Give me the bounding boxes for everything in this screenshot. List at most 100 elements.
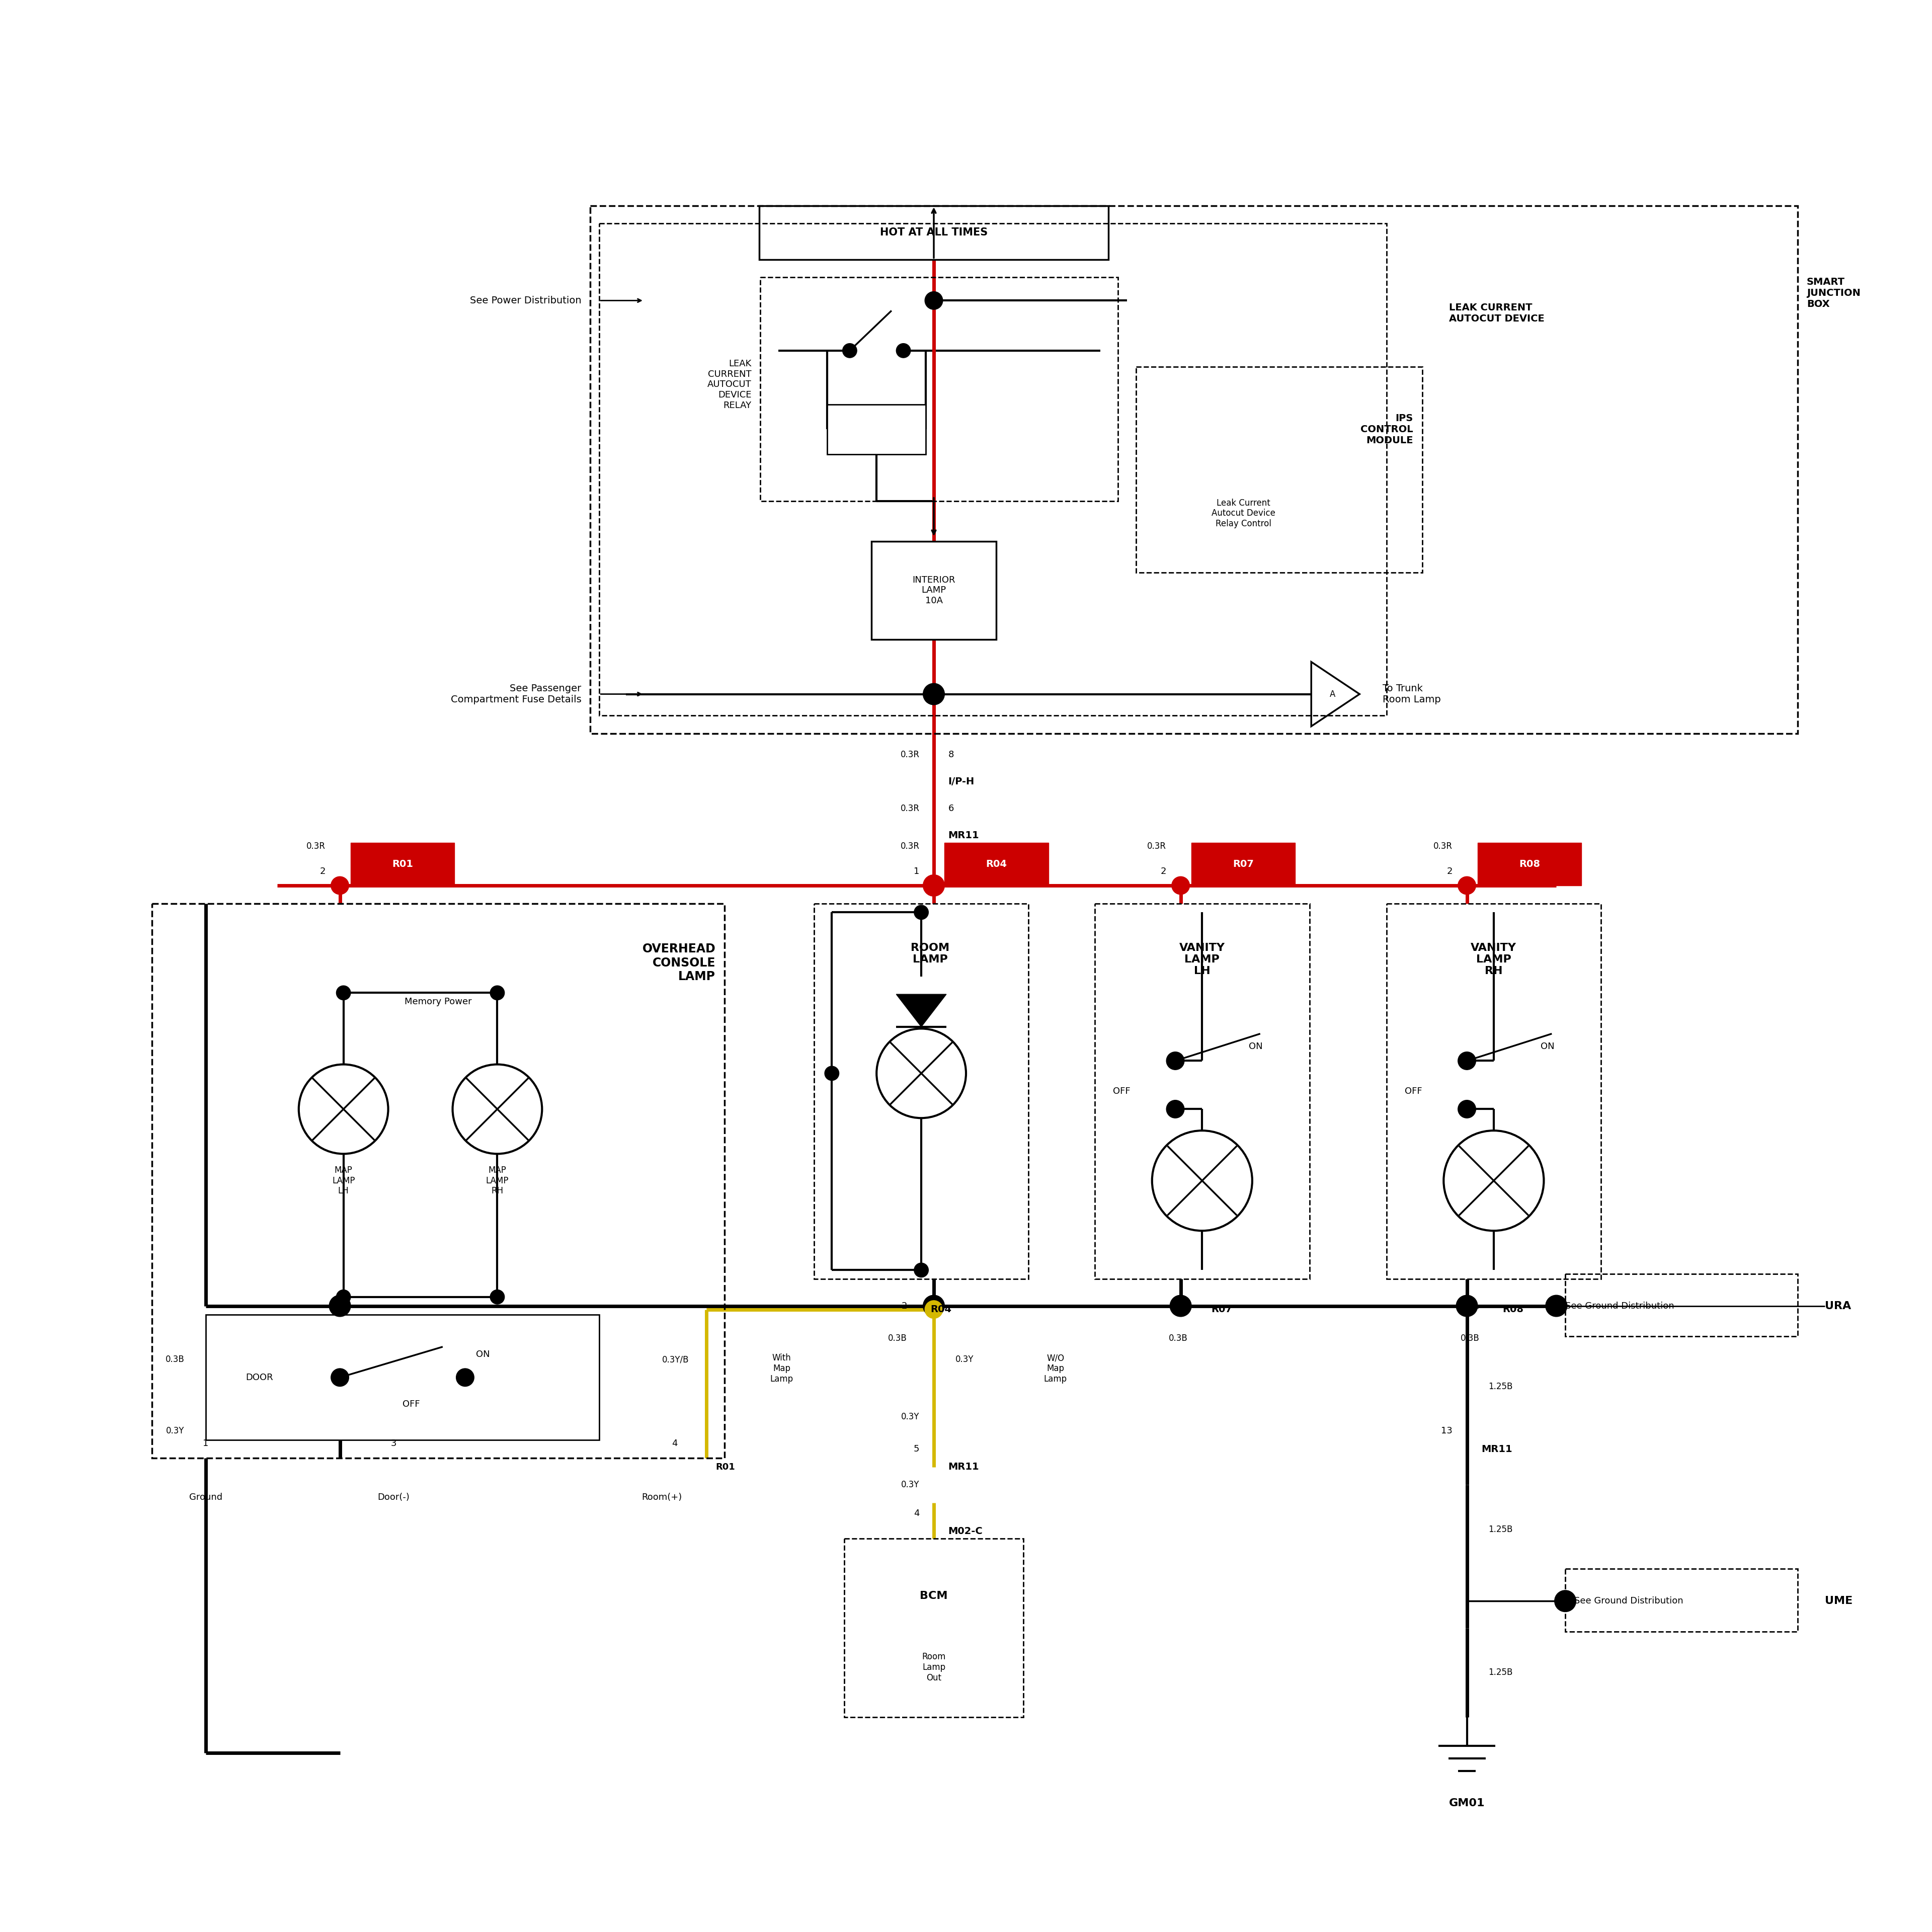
Text: OVERHEAD
CONSOLE
LAMP: OVERHEAD CONSOLE LAMP: [641, 943, 715, 983]
Text: OFF: OFF: [1405, 1086, 1422, 1095]
Bar: [844, 1538, 1024, 1718]
Text: MR11: MR11: [949, 831, 980, 840]
Text: 0.3Y: 0.3Y: [900, 1412, 920, 1422]
Circle shape: [923, 875, 945, 896]
Circle shape: [925, 292, 943, 309]
Text: 0.3B: 0.3B: [166, 1354, 184, 1364]
Bar: [1387, 904, 1602, 1279]
Text: Room(+): Room(+): [641, 1493, 682, 1501]
Text: ON: ON: [1248, 1041, 1264, 1051]
Circle shape: [842, 344, 858, 357]
Bar: [205, 1316, 599, 1439]
Text: 0.3R: 0.3R: [1434, 842, 1453, 850]
Bar: [350, 842, 454, 885]
Bar: [1478, 842, 1582, 885]
Circle shape: [1459, 877, 1476, 895]
Text: UME: UME: [1824, 1596, 1853, 1605]
Circle shape: [456, 1368, 473, 1387]
Text: 3: 3: [390, 1439, 396, 1449]
Text: ROOM
LAMP: ROOM LAMP: [910, 943, 951, 964]
Text: MAP
LAMP
RH: MAP LAMP RH: [485, 1165, 508, 1196]
Text: 0.3B: 0.3B: [1169, 1333, 1188, 1343]
Circle shape: [925, 686, 943, 703]
Bar: [153, 904, 725, 1459]
Circle shape: [925, 877, 943, 895]
Text: HOT AT ALL TIMES: HOT AT ALL TIMES: [879, 228, 987, 238]
Text: URA: URA: [1824, 1300, 1851, 1312]
Circle shape: [925, 1300, 943, 1318]
Text: Memory Power: Memory Power: [404, 997, 471, 1007]
Bar: [827, 404, 925, 454]
Circle shape: [825, 1066, 838, 1080]
Text: GM01: GM01: [1449, 1799, 1486, 1808]
Bar: [759, 205, 1109, 259]
Text: 1: 1: [914, 867, 920, 875]
Text: VANITY
LAMP
RH: VANITY LAMP RH: [1470, 943, 1517, 976]
Bar: [1136, 367, 1422, 572]
Text: LEAK CURRENT
AUTOCUT DEVICE: LEAK CURRENT AUTOCUT DEVICE: [1449, 303, 1544, 323]
Text: R01: R01: [392, 860, 413, 869]
Text: A: A: [1329, 690, 1335, 699]
Bar: [813, 904, 1028, 1279]
Text: Door(-): Door(-): [377, 1493, 410, 1501]
Text: INTERIOR
LAMP
10A: INTERIOR LAMP 10A: [912, 576, 954, 605]
Text: See Power Distribution: See Power Distribution: [469, 296, 582, 305]
Text: Leak Current
Autocut Device
Relay Control: Leak Current Autocut Device Relay Contro…: [1211, 498, 1275, 529]
Bar: [1565, 1273, 1799, 1337]
Text: ON: ON: [475, 1350, 491, 1358]
Text: 0.3Y: 0.3Y: [900, 1480, 920, 1490]
Circle shape: [914, 1264, 929, 1277]
Circle shape: [896, 344, 910, 357]
Text: 2: 2: [321, 867, 327, 875]
Text: R04: R04: [929, 1304, 951, 1314]
Text: IPS
CONTROL
MODULE: IPS CONTROL MODULE: [1360, 413, 1412, 444]
Text: 0.3B: 0.3B: [889, 1333, 906, 1343]
Bar: [945, 842, 1049, 885]
Text: M02-C: M02-C: [949, 1526, 983, 1536]
Circle shape: [923, 684, 945, 705]
Text: I/P-H: I/P-H: [949, 777, 974, 786]
Text: 0.3R: 0.3R: [900, 842, 920, 850]
Circle shape: [1457, 1294, 1478, 1316]
Text: W/O
Map
Lamp: W/O Map Lamp: [1043, 1354, 1066, 1383]
Text: 0.3Y: 0.3Y: [166, 1426, 184, 1435]
Text: MR11: MR11: [949, 1463, 980, 1472]
Bar: [1192, 842, 1294, 885]
Text: 0.3Y/B: 0.3Y/B: [663, 1354, 688, 1364]
Text: ON: ON: [1540, 1041, 1555, 1051]
Bar: [599, 224, 1387, 715]
Text: 2: 2: [900, 1302, 906, 1310]
Circle shape: [491, 1291, 504, 1304]
Circle shape: [1555, 1590, 1577, 1611]
Bar: [1565, 1569, 1799, 1631]
Circle shape: [330, 1368, 350, 1387]
Text: R07: R07: [1233, 860, 1254, 869]
Circle shape: [336, 1291, 350, 1304]
Text: 8: 8: [949, 750, 954, 759]
Text: 1: 1: [1182, 1302, 1188, 1310]
Text: 1.25B: 1.25B: [1488, 1381, 1513, 1391]
Bar: [591, 205, 1799, 734]
Text: 0.3R: 0.3R: [900, 804, 920, 813]
Text: R01: R01: [715, 1463, 734, 1472]
Text: BCM: BCM: [920, 1590, 949, 1602]
Text: 4: 4: [914, 1509, 920, 1519]
Text: Room
Lamp
Out: Room Lamp Out: [922, 1652, 947, 1683]
Text: 1.25B: 1.25B: [1488, 1667, 1513, 1677]
Text: 1: 1: [1474, 1302, 1480, 1310]
Circle shape: [1459, 1099, 1476, 1119]
Text: 0.3R: 0.3R: [900, 750, 920, 759]
Circle shape: [1171, 877, 1190, 895]
Text: With
Map
Lamp: With Map Lamp: [771, 1354, 794, 1383]
Circle shape: [328, 1294, 350, 1316]
Circle shape: [1167, 1099, 1184, 1119]
Text: 0.3R: 0.3R: [307, 842, 327, 850]
Circle shape: [1167, 1051, 1184, 1070]
Text: R04: R04: [985, 860, 1007, 869]
Text: DOOR: DOOR: [245, 1374, 272, 1381]
Text: 2: 2: [1161, 867, 1167, 875]
Text: 0.3B: 0.3B: [1461, 1333, 1480, 1343]
Bar: [871, 541, 997, 639]
Bar: [1095, 904, 1310, 1279]
Text: R08: R08: [1503, 1304, 1524, 1314]
